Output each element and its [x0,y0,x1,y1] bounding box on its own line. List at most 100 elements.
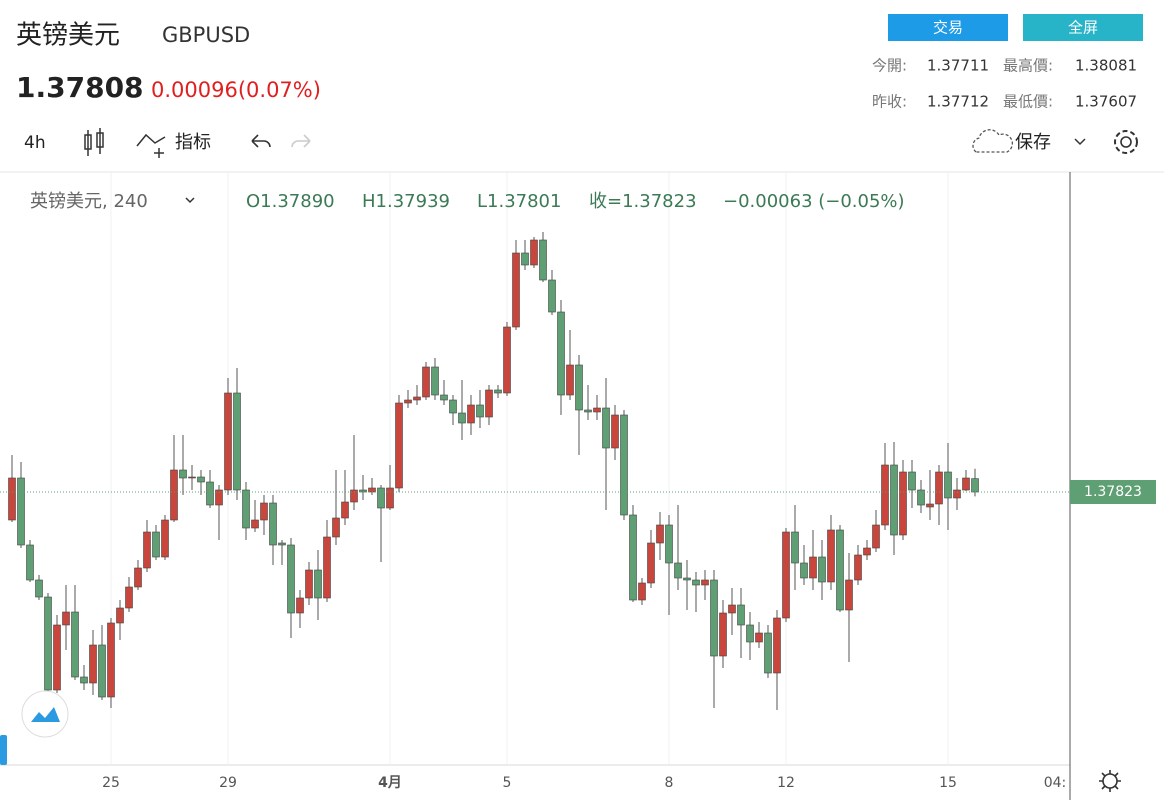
candle-body [944,471,952,499]
indicator-icon[interactable] [136,133,166,147]
candle-body [323,536,331,599]
undo-icon[interactable] [251,134,271,148]
x-tick-label: 12 [777,775,795,791]
candle-body [314,569,322,599]
candle-body [449,399,457,414]
candle-body [251,519,259,529]
candle-body [836,529,844,611]
trade-button[interactable] [888,14,1008,41]
candle-body [422,366,430,398]
price-change: 0.00096(0.07%) [151,78,321,102]
candle-body [953,489,961,499]
candle-body [188,476,196,479]
candle-body [413,396,421,401]
logo-mark [31,707,60,722]
symbol: GBPUSD [162,23,250,47]
candle-body [593,407,601,413]
candle-body [440,394,448,401]
price: 1.37808 [16,71,144,104]
candle-body [908,471,916,491]
candle-body [899,471,907,536]
candle-body [17,477,25,546]
candle-body [98,644,106,698]
legend-low: L1.37801 [477,191,561,212]
redo-icon[interactable] [291,134,311,148]
legend-open: O1.37890 [246,191,335,212]
candle-body [962,477,970,491]
candle-body [368,487,376,493]
candle-body [116,607,124,624]
candle-body [89,644,97,684]
side-tab[interactable] [0,735,7,765]
candle-body [206,481,214,506]
stat-label: 昨收: [872,93,907,111]
candle-body [458,412,466,424]
legend-caret[interactable] [185,197,195,204]
last-price-tag [1070,480,1156,504]
cloud-icon[interactable] [972,129,1014,153]
candle-body [35,579,43,598]
candle-body [386,487,394,509]
logo[interactable] [21,690,69,738]
candle-body [62,611,70,626]
legend-series[interactable]: 英镑美元, 240 [30,191,148,212]
candle-body [530,239,538,266]
legend-close: 收=1.37823 [589,191,697,212]
x-tick-label: 15 [939,775,957,791]
candle-body [737,604,745,626]
candle-body [287,544,295,614]
candle-body [125,586,133,609]
stat-value: 1.37712 [927,93,989,111]
candle-body [782,531,790,619]
indicator-plus[interactable] [154,148,164,158]
fullscreen-button-label[interactable]: 全屏 [1068,19,1098,37]
stat-label: 今開: [872,57,907,75]
axis-settings-icon[interactable] [1099,770,1121,792]
candle-body [161,519,169,558]
candle-body [296,597,304,614]
stat-value: 1.37711 [927,57,989,75]
candle-body [467,404,475,424]
candle-body [539,239,547,281]
x-tick-label: 8 [665,775,674,791]
candle-body [935,471,943,505]
save-button[interactable]: 保存 [1015,132,1051,153]
candle-body [773,617,781,674]
candle-body [818,556,826,583]
settings-icon[interactable] [1114,130,1138,154]
interval-button[interactable]: 4h [24,133,46,153]
x-tick-label: 04: [1044,775,1067,791]
candle-body [863,547,871,556]
candle-body [710,579,718,657]
candle-type-icon[interactable] [84,128,104,156]
candle-body [674,562,682,579]
candle-body [719,612,727,657]
candle-body [260,502,268,521]
candle-body [269,502,277,546]
candle-body [170,469,178,521]
trade-button-label[interactable]: 交易 [933,19,963,37]
candle-body [665,524,673,564]
save-menu-caret[interactable] [1074,138,1086,146]
candle-body [557,311,565,396]
candle-body [233,392,241,491]
candle-body [881,464,889,526]
legend-values: O1.37890 H1.37939 L1.37801 收=1.37823 −0.… [246,191,905,212]
indicator-button[interactable]: 指标 [175,132,211,153]
candle-body [827,529,835,583]
fullscreen-button[interactable] [1023,14,1143,41]
candle-body [548,279,556,313]
candle-body [791,531,799,564]
candle-body [395,402,403,489]
candle-body [764,632,772,674]
stat-label: 最高價: [1003,57,1053,75]
candle-body [512,252,520,328]
candle-body [683,577,691,581]
candle-body [224,392,232,491]
candle-body [8,477,16,521]
candle-body [377,487,385,509]
candle-body [71,611,79,678]
candle-body [134,567,142,588]
candle-body [305,569,313,599]
candle-body [476,404,484,418]
